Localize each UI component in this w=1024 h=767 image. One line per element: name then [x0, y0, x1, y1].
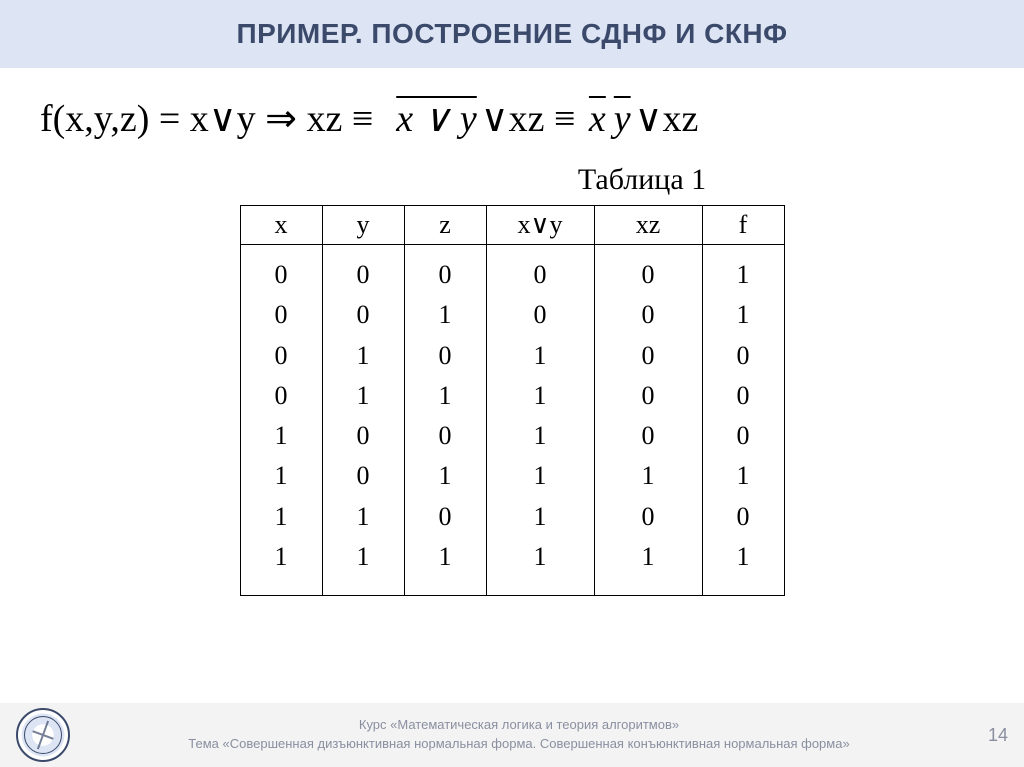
- table-body: 0000111100110011010101010011111100000101…: [240, 245, 784, 596]
- table-caption: Таблица 1: [260, 163, 1024, 197]
- table-header-cell: y: [322, 206, 404, 245]
- formula-xbar: x: [585, 98, 610, 140]
- table-header-cell: xz: [594, 206, 702, 245]
- formula-ybar: y: [610, 98, 635, 140]
- footer-line2: Тема «Совершенная дизъюнктивная нормальн…: [70, 735, 968, 754]
- page-number: 14: [968, 725, 1008, 746]
- formula-mid-tail: ∨xz: [481, 98, 545, 140]
- table-header-row: xyzx∨yxzf: [240, 206, 784, 245]
- table-cell: 11000101: [702, 245, 784, 596]
- footer-text: Курс «Математическая логика и теория алг…: [70, 716, 968, 754]
- table-header-cell: f: [702, 206, 784, 245]
- table-cell: 00110011: [322, 245, 404, 596]
- table-header-cell: z: [404, 206, 486, 245]
- slide-title: ПРИМЕР. ПОСТРОЕНИЕ СДНФ И СКНФ: [0, 18, 1024, 50]
- slide-header: ПРИМЕР. ПОСТРОЕНИЕ СДНФ И СКНФ: [0, 0, 1024, 68]
- university-logo-icon: [16, 708, 70, 762]
- formula-rhs-tail: ∨xz: [635, 98, 699, 140]
- formula-lhs: f(x,y,z) = x∨y ⇒ xz: [40, 98, 342, 140]
- table-header-cell: x∨y: [486, 206, 594, 245]
- table-header-cell: x: [240, 206, 322, 245]
- truth-table: xyzx∨yxzf 000011110011001101010101001111…: [240, 205, 785, 596]
- table-cell: 00001111: [240, 245, 322, 596]
- formula-equiv-1: ≡: [352, 98, 373, 140]
- table-row: 0000111100110011010101010011111100000101…: [240, 245, 784, 596]
- slide-footer: Курс «Математическая логика и теория алг…: [0, 703, 1024, 767]
- formula-equiv-2: ≡: [554, 98, 575, 140]
- table-cell: 00111111: [486, 245, 594, 596]
- table-wrap: xyzx∨yxzf 000011110011001101010101001111…: [0, 205, 1024, 596]
- formula-mid-overline: x ∨ y: [392, 98, 481, 140]
- table-cell: 00000101: [594, 245, 702, 596]
- footer-line1: Курс «Математическая логика и теория алг…: [70, 716, 968, 735]
- formula: f(x,y,z) = x∨y ⇒ xz ≡ x ∨ y∨xz ≡ xy∨xz: [0, 68, 1024, 151]
- table-cell: 01010101: [404, 245, 486, 596]
